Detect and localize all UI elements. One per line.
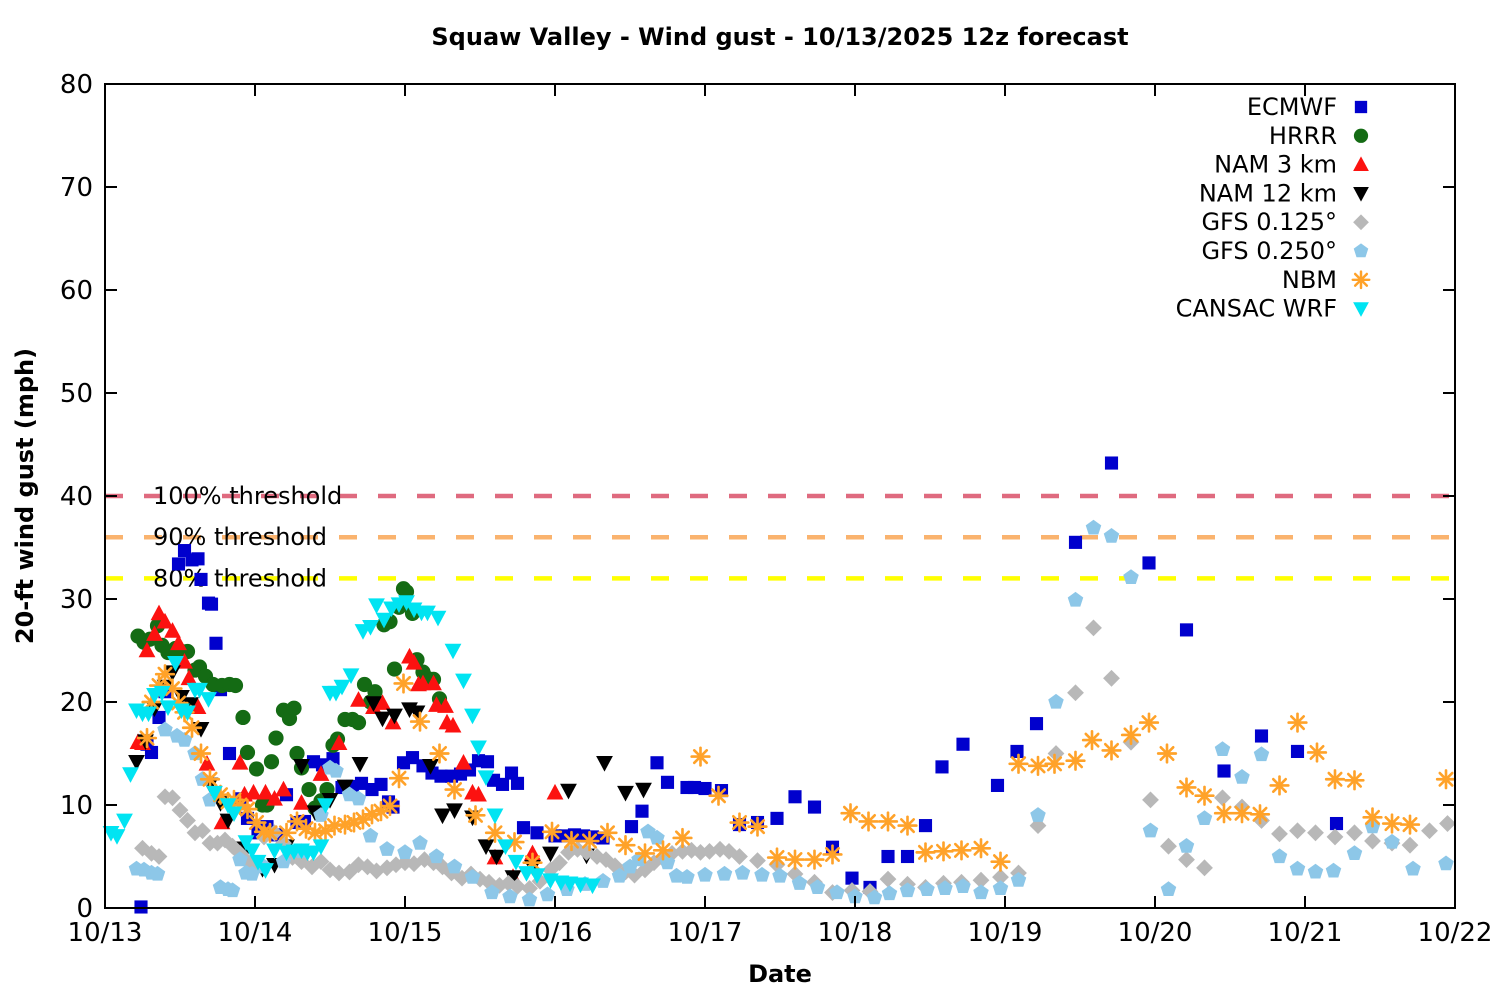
series-gfs-0-250- [128,519,1454,907]
legend-label: NBM [1282,266,1337,294]
x-tick-label: 10/17 [668,918,743,948]
y-tick-label: 20 [60,688,93,718]
y-tick-label: 50 [60,379,93,409]
x-axis-label: Date [748,960,812,988]
x-tick-label: 10/21 [1268,918,1343,948]
legend-label: GFS 0.250° [1201,237,1337,265]
y-tick-label: 40 [60,482,93,512]
x-tick-label: 10/16 [518,918,593,948]
y-tick-label: 0 [76,894,93,924]
y-axis-label: 20-ft wind gust (mph) [11,348,39,644]
series-nbm [136,664,1457,873]
legend-label: GFS 0.125° [1201,208,1337,236]
y-tick-label: 60 [60,276,93,306]
x-tick-label: 10/13 [68,918,143,948]
threshold-label: 100% threshold [153,482,342,510]
legend-label: HRRR [1269,122,1337,150]
axes: 10/13 10/14 10/15 10/16 10/17 10/18 10/19 10/20… [60,70,1493,948]
y-tick-label: 70 [60,173,93,203]
x-tick-label: 10/19 [968,918,1043,948]
series-cansac-wrf [102,595,601,895]
legend-label: CANSAC WRF [1176,295,1337,323]
x-tick-label: 10/20 [1118,918,1193,948]
legend-label: NAM 12 km [1199,179,1337,207]
y-tick-label: 10 [60,791,93,821]
y-tick-label: 30 [60,585,93,615]
x-tick-label: 10/22 [1418,918,1493,948]
series-nam-3-km [129,604,564,884]
x-tick-label: 10/18 [818,918,893,948]
legend-label: NAM 3 km [1214,151,1337,179]
x-tick-label: 10/15 [368,918,443,948]
y-tick-label: 80 [60,70,93,100]
chart-title: Squaw Valley - Wind gust - 10/13/2025 12… [431,23,1128,51]
legend-label: ECMWF [1247,93,1337,121]
x-tick-label: 10/14 [218,918,293,948]
